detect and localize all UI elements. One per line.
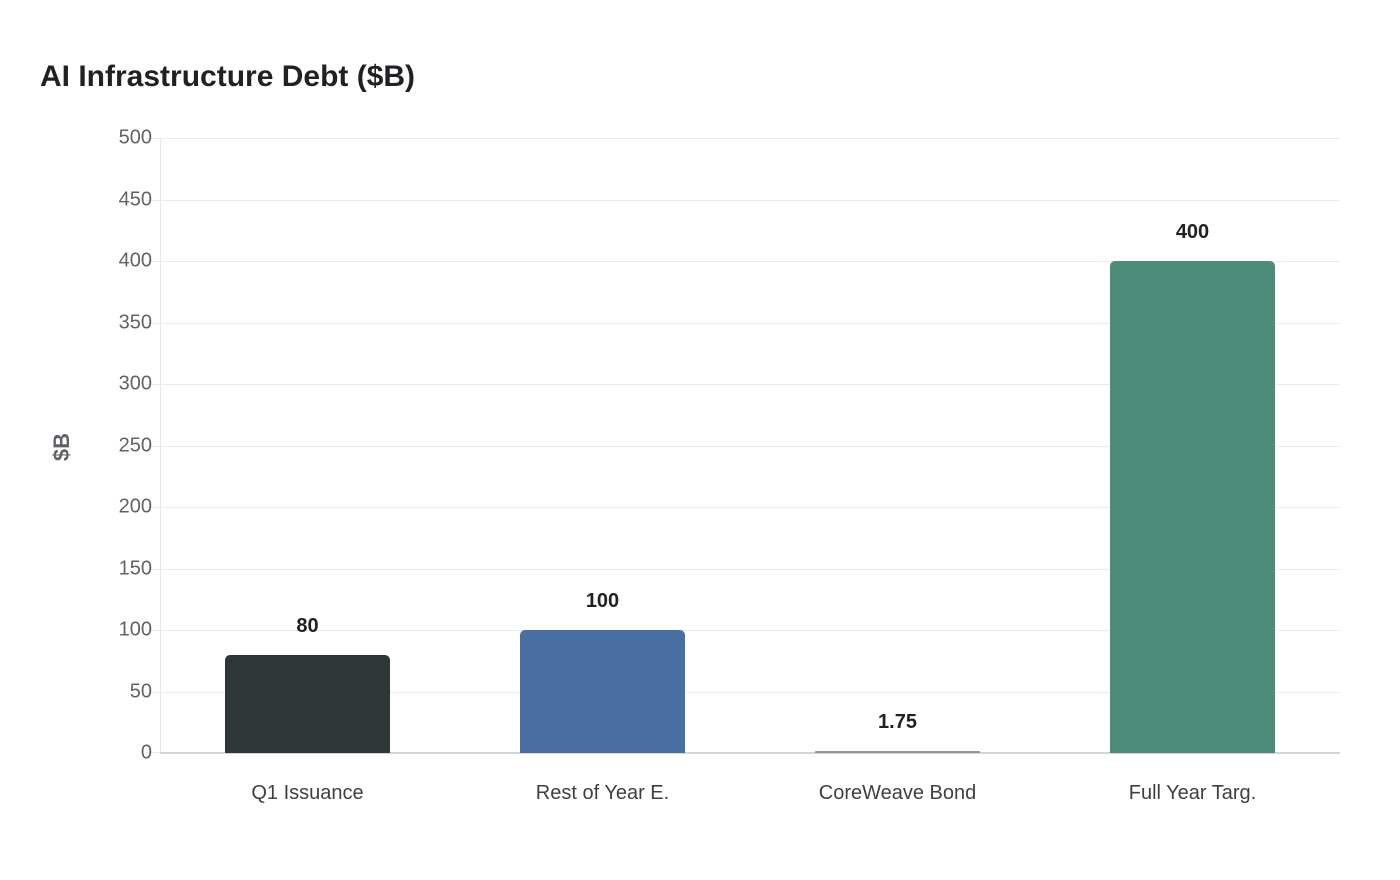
- bar[interactable]: [225, 654, 390, 753]
- plot-area: 0 50 100 150 200 250 300 350 400 450 500 80 Q1 Issua…: [119, 127, 1340, 804]
- gridline: [146, 261, 1340, 262]
- gridline: [146, 568, 1340, 570]
- x-tick-label: Full Year Targ.: [1128, 782, 1257, 804]
- gridline: [146, 384, 1340, 385]
- y-tick-label: 0: [140, 741, 152, 764]
- gridline: [146, 507, 1340, 508]
- y-tick-label: 100: [118, 618, 152, 641]
- tick-mark: [146, 752, 160, 753]
- bar[interactable]: [520, 630, 685, 753]
- bar-value-label: 80: [296, 614, 319, 637]
- y-tick-label: 50: [129, 680, 152, 702]
- chart-title: AI Infrastructure Debt ($B): [40, 60, 416, 93]
- x-tick-label: CoreWeave Bond: [818, 782, 977, 804]
- bar[interactable]: [815, 750, 980, 753]
- bar-value-label: 100: [585, 590, 620, 612]
- x-tick-label: Q1 Issuance: [251, 782, 364, 804]
- y-tick-label: 300: [118, 372, 152, 395]
- y-tick-label: 500: [118, 126, 152, 149]
- gridline: [146, 691, 1340, 693]
- x-axis-line: [160, 752, 1340, 754]
- bar-value-label: 1.75: [878, 710, 917, 733]
- bar[interactable]: [1110, 261, 1275, 753]
- gridline: [146, 138, 1340, 139]
- y-tick-label: 350: [118, 311, 152, 333]
- gridline: [146, 445, 1340, 447]
- y-tick-label: 250: [118, 434, 152, 456]
- y-tick-label: 450: [118, 188, 152, 210]
- gridline: [146, 199, 1340, 201]
- y-tick-label: 400: [118, 249, 152, 272]
- gridline: [146, 630, 1340, 631]
- gridline: [146, 322, 1340, 324]
- x-tick-label: Rest of Year E.: [535, 782, 670, 804]
- y-tick-label: 200: [118, 495, 152, 518]
- y-tick-label: 150: [118, 557, 152, 579]
- bar-value-label: 400: [1175, 221, 1210, 243]
